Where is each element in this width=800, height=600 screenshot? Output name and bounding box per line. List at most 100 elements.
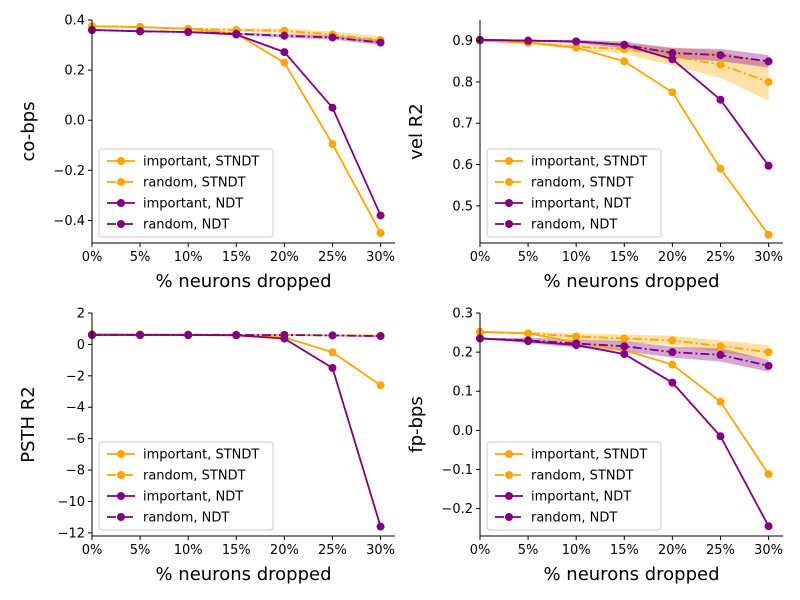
data-point — [764, 230, 773, 239]
confidence-band-2 — [92, 26, 381, 44]
legend-entry-label: random, NDT — [531, 511, 617, 526]
legend-entry-label: important, STNDT — [143, 448, 259, 463]
y-tick-label: 0.0 — [452, 424, 473, 439]
data-point — [232, 330, 241, 339]
data-point — [524, 36, 533, 45]
y-tick-label: −0.2 — [53, 164, 85, 179]
chart-panel-4: 0% 5% 10% 15% 20% 25% 30% −0.2 −0.1 0.0 0.1 0.2 0.3%… — [406, 307, 783, 586]
data-point — [620, 334, 629, 343]
data-point — [280, 330, 289, 339]
x-axis-label: % neurons dropped — [155, 564, 331, 585]
data-point — [376, 228, 385, 237]
x-tick-label: 20% — [658, 250, 687, 265]
y-tick-label: 0.2 — [64, 64, 85, 79]
data-point — [668, 360, 677, 369]
data-point — [716, 350, 725, 359]
y-tick-label: −8 — [66, 464, 85, 479]
x-tick-label: 20% — [658, 543, 687, 558]
data-point — [716, 342, 725, 351]
legend-swatch-marker — [117, 178, 125, 186]
data-point — [764, 57, 773, 66]
x-tick-label: 25% — [318, 250, 347, 265]
data-point — [620, 350, 629, 359]
data-point — [620, 40, 629, 49]
y-tick-label: −0.4 — [53, 214, 85, 229]
data-point — [280, 31, 289, 40]
x-tick-label: 30% — [754, 543, 783, 558]
legend-swatch-marker — [505, 513, 513, 521]
data-point — [184, 28, 193, 37]
data-point — [764, 77, 773, 86]
y-tick-label: 0 — [77, 338, 85, 353]
legend: important, STNDT random, STNDT important, … — [98, 441, 274, 531]
data-point — [620, 342, 629, 351]
y-tick-label: 0.6 — [452, 158, 473, 173]
x-tick-label: 15% — [610, 250, 639, 265]
data-point — [668, 55, 677, 64]
y-tick-label: 0.5 — [452, 199, 473, 214]
data-point — [376, 332, 385, 341]
legend-entry-label: random, STNDT — [531, 469, 634, 484]
x-tick-label: 30% — [366, 543, 395, 558]
data-point — [572, 37, 581, 46]
x-tick-label: 10% — [174, 543, 203, 558]
data-point — [668, 336, 677, 345]
data-point — [376, 522, 385, 531]
x-axis-label: % neurons dropped — [543, 271, 719, 292]
x-tick-label: 5% — [518, 543, 539, 558]
data-point — [280, 58, 289, 67]
y-tick-label: −0.2 — [441, 502, 473, 517]
legend-entry-label: random, STNDT — [143, 176, 246, 191]
legend-entry-label: random, NDT — [143, 511, 229, 526]
y-tick-label: 0.7 — [452, 117, 473, 132]
x-tick-label: 30% — [754, 250, 783, 265]
data-point — [280, 48, 289, 57]
data-point — [328, 363, 337, 372]
y-tick-label: 0.3 — [452, 307, 473, 322]
data-point — [716, 95, 725, 104]
x-tick-label: 0% — [82, 543, 103, 558]
x-axis-label: % neurons dropped — [155, 271, 331, 292]
legend-swatch-marker — [117, 199, 125, 207]
data-point — [328, 33, 337, 42]
data-point — [716, 164, 725, 173]
legend-swatch-marker — [505, 450, 513, 458]
legend-entry-label: important, STNDT — [143, 155, 259, 170]
data-point — [620, 57, 629, 66]
y-axis-label: co-bps — [18, 102, 39, 162]
chart-panel-1: 0% 5% 10% 15% 20% 25% 30% −0.4 −0.2 0.0 0.2 0.4 % ne… — [18, 14, 395, 293]
y-tick-label: −4 — [66, 401, 85, 416]
x-tick-label: 0% — [82, 250, 103, 265]
data-point — [764, 522, 773, 531]
x-tick-label: 25% — [706, 543, 735, 558]
y-tick-label: 0.8 — [452, 75, 473, 90]
data-point — [328, 140, 337, 149]
y-axis-label: vel R2 — [406, 103, 427, 159]
legend-entry-label: important, NDT — [143, 197, 243, 212]
x-tick-label: 5% — [130, 543, 151, 558]
data-point — [668, 348, 677, 357]
legend-entry-label: random, NDT — [531, 218, 617, 233]
y-tick-label: −6 — [66, 432, 85, 447]
legend-entry-label: important, NDT — [531, 197, 631, 212]
legend-entry-label: random, NDT — [143, 218, 229, 233]
y-tick-label: 0.4 — [64, 14, 85, 29]
legend-swatch-marker — [505, 178, 513, 186]
legend-box — [486, 441, 662, 531]
y-tick-label: −0.1 — [441, 463, 473, 478]
legend-entry-label: random, STNDT — [531, 176, 634, 191]
legend-swatch-marker — [505, 492, 513, 500]
x-tick-label: 0% — [470, 250, 491, 265]
legend-entry-label: important, STNDT — [531, 155, 647, 170]
legend: important, STNDT random, STNDT important, … — [486, 148, 662, 238]
data-point — [572, 332, 581, 341]
y-axis-label: PSTH R2 — [18, 386, 39, 463]
data-point — [328, 331, 337, 340]
y-tick-label: −12 — [58, 526, 85, 541]
x-tick-label: 15% — [610, 543, 639, 558]
data-point — [764, 348, 773, 357]
x-tick-label: 10% — [174, 250, 203, 265]
legend-box — [98, 148, 274, 238]
x-axis-label: % neurons dropped — [543, 564, 719, 585]
legend: important, STNDT random, STNDT important, … — [486, 441, 662, 531]
